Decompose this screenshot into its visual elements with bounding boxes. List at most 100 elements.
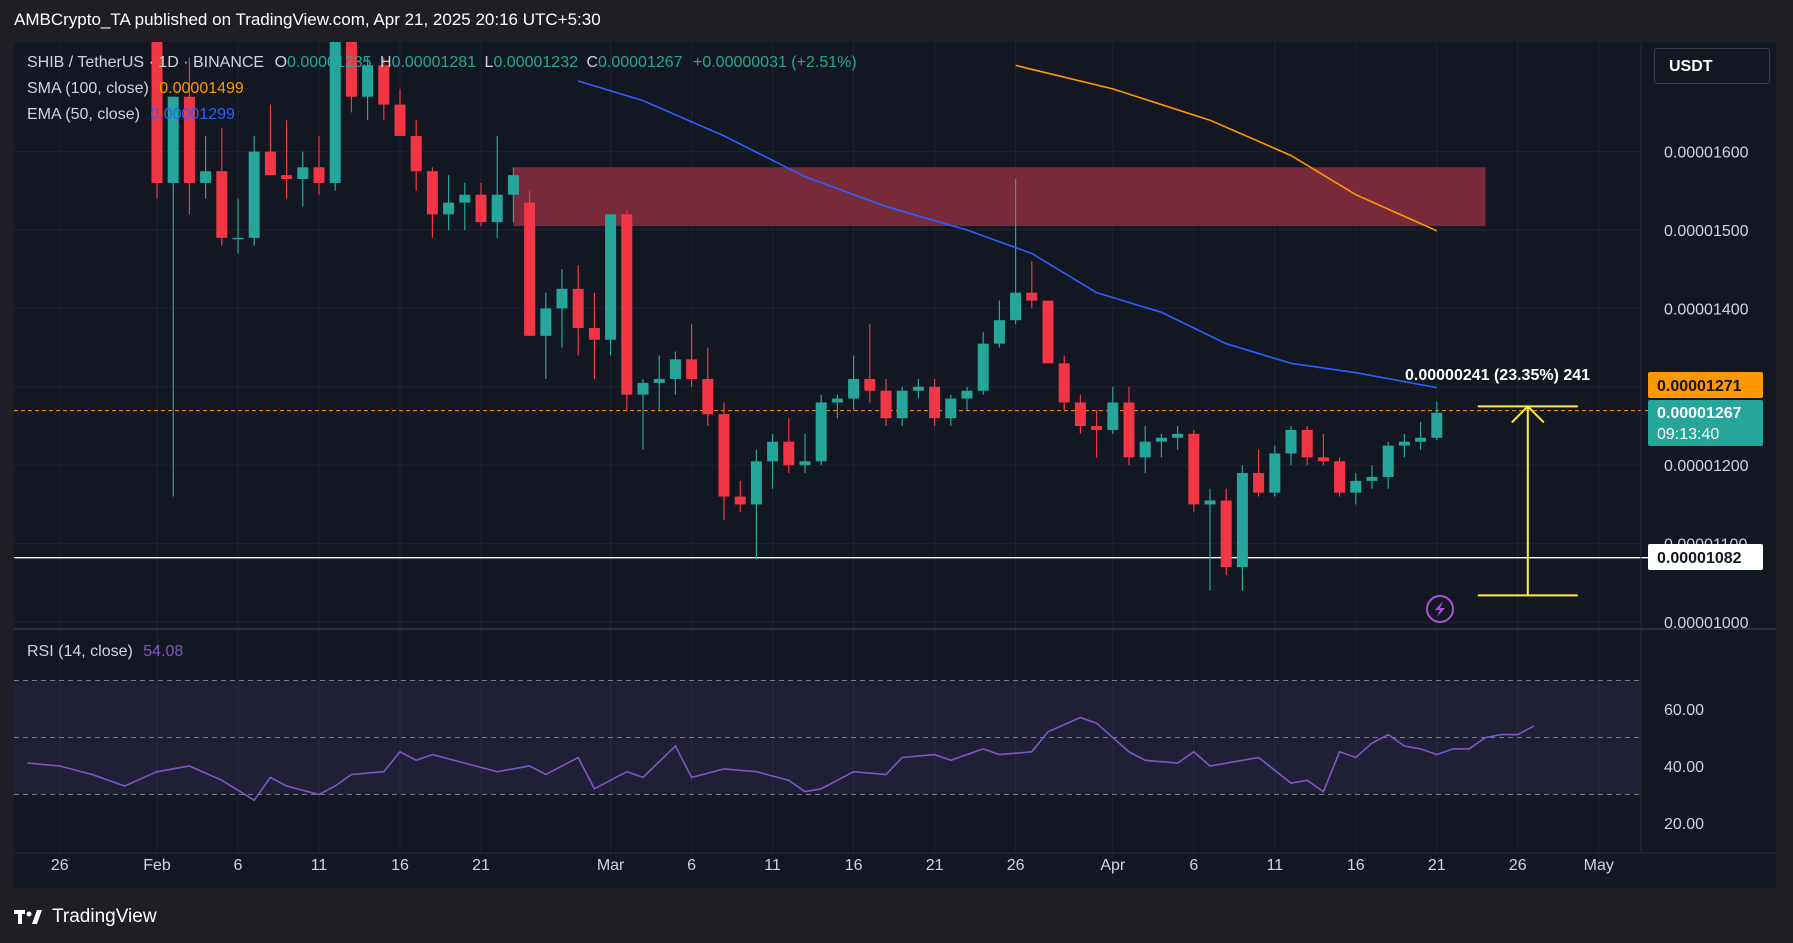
- candle-body[interactable]: [200, 171, 212, 183]
- high-value: 0.00001281: [391, 54, 477, 71]
- candle-body[interactable]: [1123, 402, 1135, 458]
- candle-body[interactable]: [961, 390, 973, 399]
- candle-body[interactable]: [1285, 429, 1297, 454]
- sma-100-line[interactable]: [1015, 64, 1438, 232]
- rsi-legend[interactable]: RSI (14, close) 54.08: [27, 643, 183, 661]
- resistance-zone[interactable]: [513, 167, 1486, 227]
- candle-body[interactable]: [443, 202, 455, 215]
- candle-body[interactable]: [864, 378, 876, 391]
- candle-body[interactable]: [1253, 473, 1265, 493]
- candle-body[interactable]: [1058, 363, 1070, 403]
- support-price-tag-box[interactable]: [1648, 544, 1763, 570]
- candle-body[interactable]: [1382, 445, 1394, 477]
- candle-body[interactable]: [1155, 437, 1167, 442]
- candle-body[interactable]: [345, 42, 357, 97]
- candle-body[interactable]: [1139, 441, 1151, 458]
- candle-body[interactable]: [540, 308, 552, 336]
- candle-body[interactable]: [313, 167, 325, 183]
- candle-body[interactable]: [767, 441, 779, 462]
- candle-body[interactable]: [912, 386, 924, 391]
- candle-body[interactable]: [621, 214, 633, 395]
- sma-legend[interactable]: SMA (100, close) 0.00001499: [27, 80, 244, 98]
- candle-body[interactable]: [1042, 300, 1054, 364]
- candle-body[interactable]: [1074, 402, 1086, 426]
- candle-body[interactable]: [426, 171, 438, 215]
- candle-body[interactable]: [151, 26, 163, 183]
- candle-body[interactable]: [993, 320, 1005, 344]
- candle-body[interactable]: [248, 151, 260, 238]
- footer-brand[interactable]: TradingView: [14, 906, 157, 928]
- candle-body[interactable]: [1091, 426, 1103, 430]
- candle-body[interactable]: [1236, 473, 1248, 568]
- candle-body[interactable]: [329, 42, 341, 183]
- candle-body[interactable]: [945, 398, 957, 419]
- candle-body[interactable]: [734, 496, 746, 505]
- candle-body[interactable]: [1026, 292, 1038, 301]
- candle-body[interactable]: [1415, 437, 1427, 442]
- ema-50-line[interactable]: [577, 80, 1437, 389]
- candle-body[interactable]: [1398, 441, 1410, 446]
- candle-body[interactable]: [799, 461, 811, 466]
- candle-body[interactable]: [1431, 412, 1443, 438]
- candle-body[interactable]: [572, 288, 584, 328]
- candle-body[interactable]: [459, 194, 471, 203]
- candle-body[interactable]: [216, 171, 228, 238]
- lightning-icon[interactable]: [1426, 595, 1454, 623]
- candle-body[interactable]: [394, 104, 406, 136]
- candle-body[interactable]: [281, 175, 293, 180]
- candle-body[interactable]: [686, 359, 698, 379]
- time-axis-label: 6: [234, 857, 243, 874]
- candle-body[interactable]: [1317, 457, 1329, 462]
- candle-body[interactable]: [896, 390, 908, 419]
- symbol-label[interactable]: SHIB / TetherUS · 1D · BINANCE: [27, 54, 265, 71]
- last-price-tag-box[interactable]: [1648, 400, 1763, 446]
- candle-body[interactable]: [1269, 453, 1281, 493]
- candle-body[interactable]: [1172, 433, 1184, 438]
- rsi-axis-label: 20.00: [1664, 816, 1704, 833]
- candle-body[interactable]: [848, 378, 860, 399]
- candle-body[interactable]: [524, 202, 536, 336]
- candle-body[interactable]: [815, 402, 827, 462]
- candle-body[interactable]: [702, 378, 714, 415]
- price-axis-label: 0.00001000: [1664, 615, 1749, 632]
- candle-body[interactable]: [491, 194, 503, 223]
- candle-body[interactable]: [507, 175, 519, 195]
- candle-body[interactable]: [475, 194, 487, 223]
- candle-body[interactable]: [410, 135, 422, 172]
- candle-body[interactable]: [1301, 429, 1313, 458]
- candle-body[interactable]: [653, 378, 665, 383]
- candle-body[interactable]: [1334, 461, 1346, 493]
- candle-body[interactable]: [718, 414, 730, 497]
- candle-body[interactable]: [783, 441, 795, 466]
- rsi-line[interactable]: [27, 716, 1535, 802]
- candle-body[interactable]: [588, 328, 600, 340]
- currency-button[interactable]: USDT: [1654, 48, 1770, 84]
- candle-body[interactable]: [1366, 476, 1378, 481]
- candle-body[interactable]: [929, 386, 941, 419]
- candle-body[interactable]: [637, 382, 649, 395]
- ema-legend[interactable]: EMA (50, close) 0.00001299: [27, 106, 235, 124]
- candle-body[interactable]: [1107, 402, 1119, 430]
- candle-body[interactable]: [669, 359, 681, 379]
- candle-body[interactable]: [750, 461, 762, 505]
- candle-body[interactable]: [880, 390, 892, 419]
- candle-body[interactable]: [183, 96, 195, 183]
- candle-body[interactable]: [297, 167, 309, 180]
- candle-body[interactable]: [232, 237, 244, 240]
- candle-body[interactable]: [1188, 433, 1200, 505]
- time-axis-label: 26: [1509, 857, 1527, 874]
- candle-body[interactable]: [264, 151, 276, 176]
- candle-body[interactable]: [378, 65, 390, 105]
- candle-body[interactable]: [167, 96, 179, 183]
- candle-body[interactable]: [1010, 292, 1022, 321]
- sma-price-tag-box[interactable]: [1648, 372, 1763, 398]
- candle-body[interactable]: [1350, 480, 1362, 493]
- candle-body[interactable]: [1220, 500, 1232, 568]
- candle-body[interactable]: [362, 65, 374, 97]
- candle-body[interactable]: [831, 398, 843, 403]
- candle-body[interactable]: [605, 214, 617, 340]
- candle-body[interactable]: [556, 288, 568, 309]
- candle-body[interactable]: [977, 343, 989, 391]
- candle-body[interactable]: [1204, 500, 1216, 505]
